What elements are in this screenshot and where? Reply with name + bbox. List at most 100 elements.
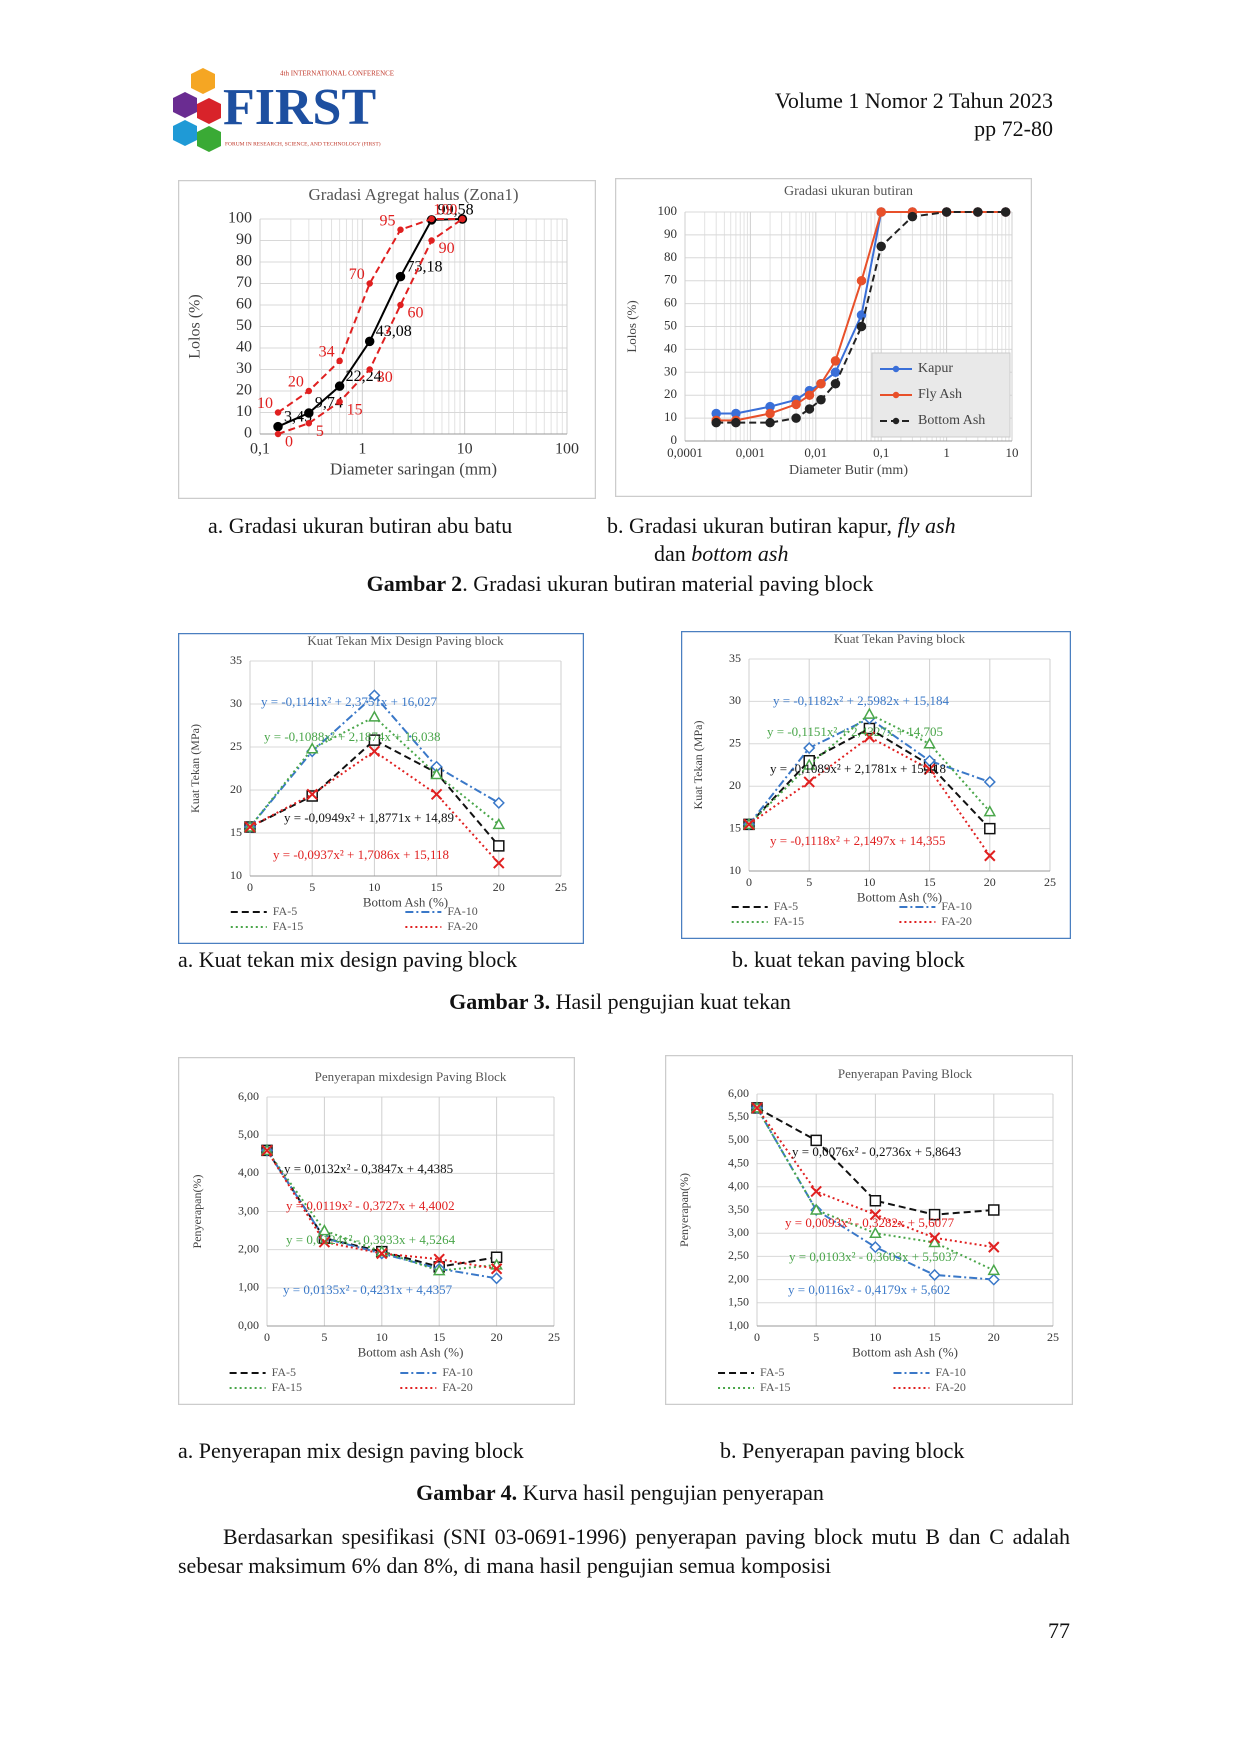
- data-label: 95: [379, 212, 395, 229]
- x-tick-label: 0: [264, 1330, 270, 1344]
- data-point: [907, 211, 918, 222]
- x-tick-label: 0,1: [250, 441, 270, 458]
- y-tick-label: 4,00: [238, 1165, 259, 1179]
- chart: Gradasi ukuran butiran 0 10 20 30 40 50 60 70 80 9…: [615, 178, 1032, 497]
- data-point: [305, 420, 313, 427]
- x-tick-label: 5: [813, 1330, 819, 1344]
- y-tick-label: 10: [230, 868, 242, 882]
- data-point: [856, 275, 867, 286]
- y-tick-label: 3,00: [728, 1225, 749, 1239]
- series-line: [756, 1107, 994, 1216]
- data-point: [928, 1208, 941, 1221]
- data-point: [765, 408, 775, 419]
- y-tick-label: 3,50: [728, 1202, 749, 1216]
- data-point: [493, 840, 505, 852]
- y-tick-label: 4,00: [728, 1179, 749, 1193]
- y-tick-label: 50: [664, 317, 677, 332]
- x-tick-label: 0,0001: [667, 445, 703, 460]
- data-point: [876, 241, 886, 252]
- chart-frame: [681, 631, 1071, 939]
- series-line: [266, 1149, 497, 1272]
- y-axis-title: Penyerapan(%): [190, 1175, 204, 1249]
- data-point: [856, 321, 867, 332]
- data-point: [368, 689, 381, 702]
- logo-hex: [173, 120, 197, 146]
- y-tick-label: 80: [236, 253, 252, 270]
- data-point: [810, 1134, 822, 1147]
- logo-top: 4th INTERNATIONAL CONFERENCE: [280, 70, 394, 78]
- y-tick-label: 15: [230, 825, 242, 839]
- x-tick-label: 5: [806, 875, 812, 889]
- data-point: [863, 731, 876, 743]
- equation: y = 0,0124x² - 0,3933x + 4,5264: [286, 1232, 456, 1247]
- data-point: [368, 734, 381, 746]
- data-point: [830, 356, 841, 366]
- y-tick-label: 50: [236, 317, 252, 334]
- data-label: 60: [407, 305, 423, 322]
- data-point: [368, 710, 381, 722]
- equation: y = -0,1088x² + 2,1874x + 16,038: [264, 729, 440, 744]
- x-axis-title: Bottom Ash (%): [363, 895, 448, 910]
- y-tick-label: 60: [236, 296, 252, 313]
- logo-hex: [173, 92, 197, 118]
- y-tick-label: 5,00: [238, 1127, 259, 1141]
- data-point: [305, 387, 313, 395]
- data-point: [492, 817, 506, 830]
- x-tick-label: 10: [1006, 445, 1019, 460]
- x-tick-label: 20: [493, 880, 505, 894]
- data-point: [306, 788, 318, 801]
- y-tick-label: 40: [236, 339, 252, 356]
- x-tick-label: 15: [924, 875, 936, 889]
- caption-text: b. Gradasi ukuran butiran kapur,: [607, 513, 893, 538]
- figure-text: . Gradasi ukuran butiran material paving…: [462, 571, 874, 596]
- legend-label: FA-15: [774, 914, 804, 928]
- legend-marker: [892, 391, 900, 399]
- data-point: [751, 1102, 763, 1114]
- y-tick-label: 10: [236, 403, 252, 420]
- y-axis-title: Kuat Tekan (MPa): [691, 721, 705, 810]
- y-tick-label: 4,50: [728, 1155, 749, 1169]
- data-label: 90: [439, 240, 455, 257]
- paragraph: Berdasarkan spesifikasi (SNI 03-0691-199…: [178, 1524, 1070, 1578]
- data-point: [869, 1194, 882, 1207]
- chart-title: Gradasi ukuran butiran: [784, 184, 913, 199]
- volume: Volume 1 Nomor 2 Tahun 2023: [774, 88, 1053, 113]
- data-point: [336, 357, 343, 365]
- x-tick-label: 1: [358, 441, 366, 458]
- data-point: [731, 417, 741, 428]
- y-tick-label: 15: [729, 820, 741, 834]
- data-point: [274, 409, 282, 416]
- data-point: [928, 1232, 941, 1244]
- x-axis-title: Bottom ash Ash (%): [852, 1345, 958, 1360]
- data-point: [336, 398, 343, 405]
- data-point: [366, 366, 373, 373]
- series-line: [748, 712, 991, 826]
- y-tick-label: 5,00: [728, 1132, 749, 1146]
- caption: a. Kuat tekan mix design paving block: [178, 947, 518, 972]
- x-tick-label: 15: [929, 1330, 941, 1344]
- data-point: [973, 207, 983, 217]
- x-axis-title: Diameter Butir (mm): [789, 463, 908, 478]
- chart: Kuat Tekan Mix Design Paving block 10 15 20…: [178, 633, 584, 944]
- x-tick-label: 0: [746, 875, 752, 889]
- equation: y = -0,1182x² + 2,5982x + 15,184: [773, 693, 949, 708]
- figure-title: Gambar 3. Hasil pengujian kuat tekan: [0, 989, 1240, 1015]
- y-tick-label: 1,50: [728, 1295, 749, 1309]
- data-point: [816, 379, 826, 389]
- y-tick-label: 0,00: [238, 1318, 259, 1332]
- data-point: [809, 1203, 823, 1215]
- logo: 4th INTERNATIONAL CONFERENCE FIRST FORUM…: [173, 68, 394, 152]
- equation: y = 0,0135x² - 0,4231x + 4,4357: [283, 1282, 453, 1297]
- data-point: [261, 1144, 273, 1157]
- data-point: [711, 417, 721, 428]
- chart-title: Kuat Tekan Mix Design Paving block: [307, 633, 504, 648]
- y-tick-label: 10: [729, 863, 741, 877]
- x-tick-label: 10: [869, 1330, 881, 1344]
- y-tick-label: 80: [664, 249, 677, 264]
- data-label: 73,18: [406, 258, 442, 275]
- legend-label: FA-20: [447, 919, 477, 933]
- y-tick-label: 90: [236, 231, 252, 248]
- data-label: 9,74: [315, 395, 343, 412]
- data-label: 20: [288, 374, 304, 391]
- y-tick-label: 0: [671, 432, 678, 447]
